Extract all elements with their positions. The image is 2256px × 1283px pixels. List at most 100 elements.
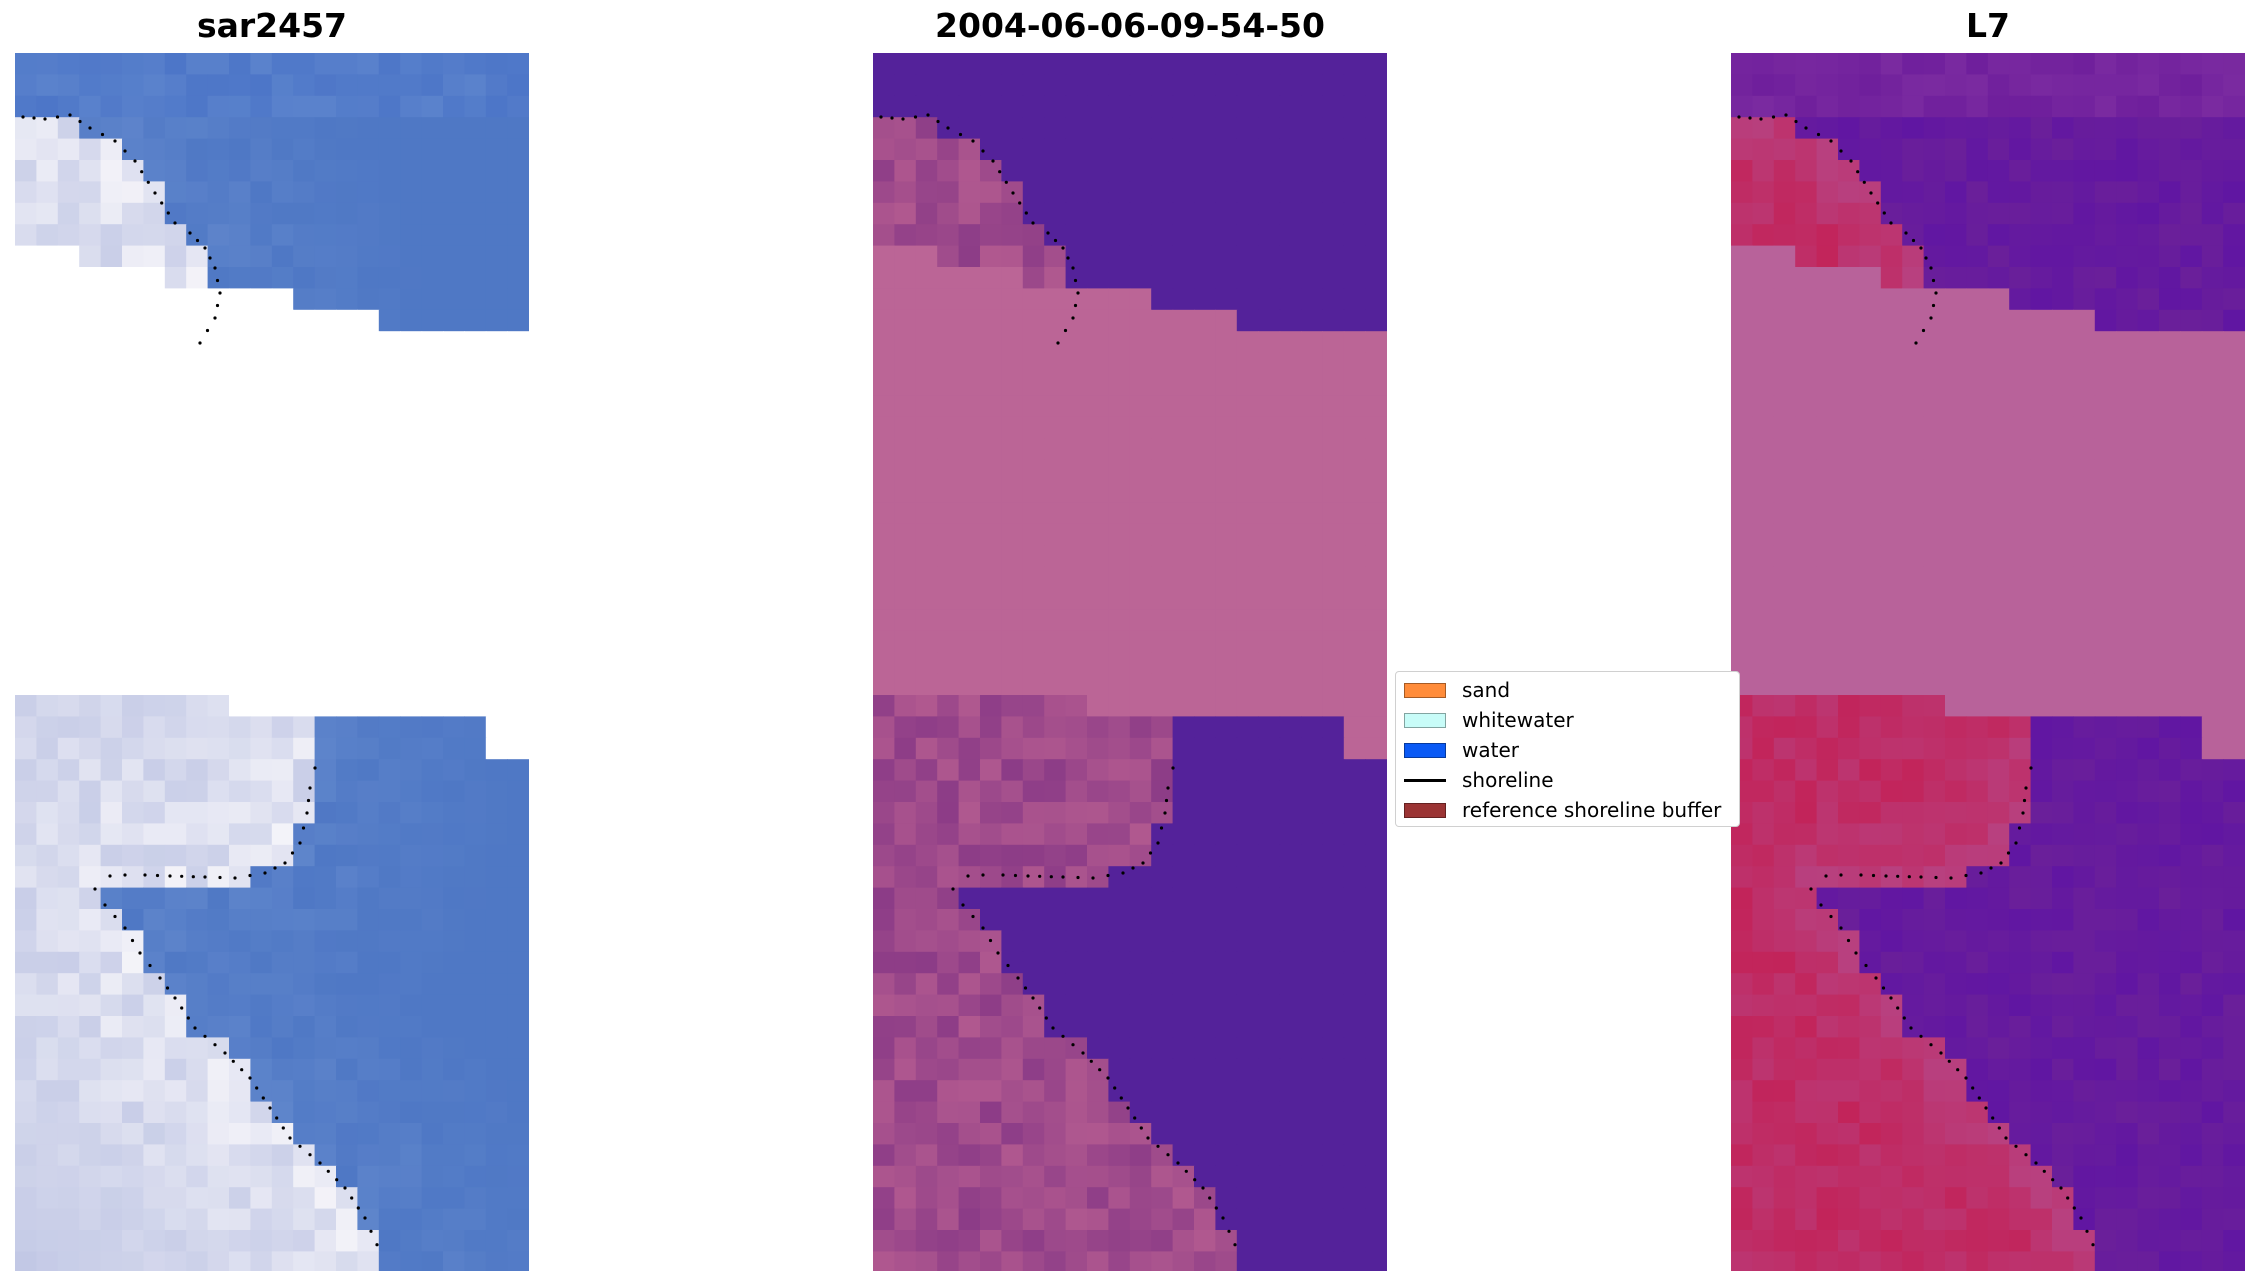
pixel-cell (100, 823, 123, 846)
pixel-cell (2009, 1037, 2032, 1060)
pixel-cell (421, 1058, 444, 1081)
pixel-cell (1301, 716, 1323, 739)
pixel-cell (15, 95, 37, 118)
pixel-cell (980, 588, 1002, 610)
pixel-cell (464, 374, 487, 396)
pixel-cell (2094, 245, 2117, 268)
pixel-cell (36, 1208, 59, 1231)
shoreline-point (193, 1026, 197, 1030)
pixel-cell (1987, 459, 2010, 482)
shoreline-point (1061, 1034, 1065, 1038)
pixel-cell (79, 1101, 102, 1124)
shoreline-point (1227, 1229, 1231, 1233)
shoreline-point (1929, 266, 1933, 270)
pixel-cell (293, 481, 316, 503)
pixel-cell (1279, 160, 1302, 182)
pixel-cell (79, 309, 102, 332)
pixel-cell (378, 588, 401, 610)
pixel-cell (2180, 823, 2203, 846)
pixel-cell (485, 951, 508, 974)
pixel-cell (143, 802, 166, 824)
pixel-cell (36, 630, 59, 653)
pixel-cell (1859, 374, 1882, 396)
pixel-cell (357, 1144, 380, 1167)
pixel-cell (229, 695, 251, 717)
pixel-cell (1001, 438, 1024, 461)
pixel-cell (1258, 267, 1281, 289)
shoreline-point (1089, 1059, 1093, 1063)
pixel-cell (1795, 1080, 1818, 1103)
pixel-cell (2159, 352, 2181, 375)
shoreline-point (981, 926, 985, 930)
pixel-cell (1838, 737, 1860, 760)
pixel-cell (507, 1037, 529, 1060)
pixel-cell (122, 1251, 144, 1271)
pixel-cell (2073, 737, 2096, 760)
pixel-cell (1151, 1037, 1174, 1060)
pixel-cell (1151, 823, 1174, 846)
pixel-cell (873, 1230, 895, 1252)
pixel-cell (915, 759, 938, 782)
pixel-cell (1859, 994, 1882, 1017)
pixel-cell (1022, 459, 1045, 482)
pixel-cell (2030, 673, 2053, 696)
pixel-cell (873, 1101, 895, 1124)
legend-swatch-reference-buffer (1404, 803, 1446, 818)
pixel-cell (1172, 117, 1195, 140)
pixel-cell (1859, 737, 1882, 760)
pixel-cell (1022, 652, 1045, 675)
pixel-cell (271, 352, 294, 375)
pixel-cell (122, 994, 144, 1017)
pixel-cell (229, 331, 251, 354)
shoreline-point (971, 914, 975, 919)
pixel-cell (1795, 866, 1818, 889)
pixel-cell (2201, 416, 2224, 439)
pixel-cell (1322, 1080, 1345, 1103)
pixel-cell (1151, 309, 1174, 332)
pixel-cell (400, 823, 423, 846)
pixel-cell (464, 502, 487, 525)
pixel-cell (1236, 202, 1259, 225)
pixel-cell (1880, 181, 1903, 204)
pixel-cell (2201, 438, 2224, 461)
pixel-cell (79, 224, 102, 247)
pixel-cell (229, 823, 251, 846)
pixel-cell (1301, 288, 1323, 311)
pixel-cell (1236, 459, 1259, 482)
pixel-cell (207, 288, 230, 311)
pixel-cell (250, 1208, 273, 1231)
pixel-cell (1859, 1187, 1882, 1210)
pixel-cell (314, 951, 337, 974)
pixel-cell (79, 1165, 102, 1188)
pixel-cell (1923, 95, 1946, 118)
pixel-cell (2137, 1187, 2160, 1210)
pixel-cell (1279, 1016, 1302, 1038)
pixel-cell (1301, 331, 1323, 354)
pixel-cell (443, 823, 465, 846)
pixel-cell (1365, 309, 1387, 332)
pixel-cell (1151, 1080, 1174, 1103)
pixel-cell (980, 695, 1002, 717)
pixel-cell (1087, 1165, 1109, 1188)
pixel-cell (2201, 780, 2224, 803)
pixel-cell (1065, 802, 1088, 824)
shoreline-point (1856, 170, 1860, 174)
pixel-cell (1987, 438, 2010, 461)
shoreline-point (2029, 766, 2033, 770)
pixel-cell (1795, 844, 1818, 867)
pixel-cell (207, 887, 230, 910)
pixel-cell (2116, 95, 2139, 118)
pixel-cell (100, 609, 123, 632)
pixel-cell (1945, 138, 1967, 161)
pixel-cell (400, 374, 423, 396)
pixel-cell (1022, 160, 1045, 182)
pixel-cell (1301, 737, 1323, 760)
pixel-cell (357, 1187, 380, 1210)
pixel-cell (1258, 716, 1281, 739)
pixel-cell (2159, 1016, 2181, 1038)
pixel-cell (1215, 566, 1238, 589)
pixel-cell (443, 1080, 465, 1103)
pixel-cell (1752, 288, 1775, 311)
pixel-cell (958, 224, 981, 247)
pixel-cell (980, 887, 1002, 910)
